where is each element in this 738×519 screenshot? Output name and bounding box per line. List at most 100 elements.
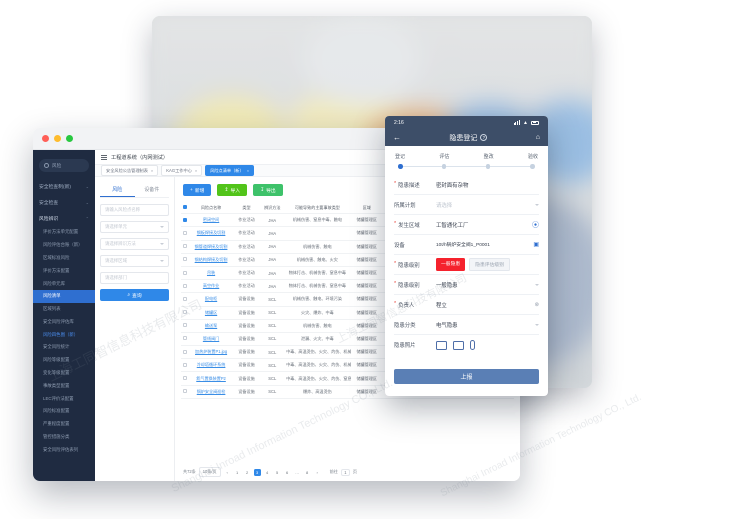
- page-size-select[interactable]: 10条/页: [198, 467, 221, 477]
- field-hazard-level-chips[interactable]: * 隐患级别 一般隐患 隐患评估级别: [394, 255, 539, 275]
- page-5[interactable]: 5: [276, 469, 279, 475]
- cell-name[interactable]: 锅炉安全阀巡检: [189, 385, 233, 399]
- close-icon[interactable]: [42, 135, 49, 142]
- cell-name[interactable]: 冷却塔循环系统: [189, 358, 233, 373]
- cell-name[interactable]: 输送泵: [189, 319, 233, 333]
- row-checkbox[interactable]: [183, 310, 188, 315]
- filter-tab-1[interactable]: 设备件: [144, 187, 160, 193]
- prev-page-button[interactable]: ‹: [226, 469, 228, 475]
- page-2[interactable]: 2: [246, 469, 249, 475]
- sidebar-item-2[interactable]: 区域标准风险: [43, 254, 70, 260]
- filter-input-0[interactable]: 请输入风险点名称: [100, 204, 169, 216]
- cell-name[interactable]: 高空作业: [189, 279, 233, 294]
- close-icon[interactable]: ×: [246, 168, 250, 173]
- sidebar-group-2[interactable]: 风险辨识 ⌃: [33, 210, 95, 226]
- sidebar-item-4[interactable]: 风险单元库: [43, 280, 65, 286]
- sidebar-search[interactable]: 风险: [39, 159, 89, 172]
- import-button[interactable]: ↥ 导入: [217, 184, 248, 196]
- row-checkbox[interactable]: [183, 389, 188, 394]
- field-photos[interactable]: 隐患照片: [394, 335, 539, 355]
- tab-2[interactable]: 风险点清单（新） ×: [205, 164, 255, 177]
- cell-name[interactable]: 加热炉装置P1.jpg: [189, 345, 233, 360]
- close-icon[interactable]: ×: [150, 168, 154, 173]
- sidebar-item-11[interactable]: 变化等级配置: [43, 369, 70, 375]
- field-plan[interactable]: 所属计划 请选择: [394, 195, 539, 215]
- sidebar-item-13[interactable]: LEC评价法配置: [43, 395, 74, 401]
- row-checkbox[interactable]: [183, 323, 188, 328]
- chip-primary[interactable]: 一般隐患: [436, 258, 466, 271]
- field-area[interactable]: * 发生区域 工智通化工厂 ⦿: [394, 215, 539, 235]
- cell-name[interactable]: 密闭空间: [189, 213, 233, 228]
- step-dot-0[interactable]: [398, 164, 403, 169]
- step-dot-2[interactable]: [485, 164, 491, 169]
- image-upload-icon[interactable]: [436, 340, 447, 350]
- sidebar-item-5[interactable]: 风险清单: [33, 289, 95, 303]
- export-button[interactable]: ↧ 导出: [253, 184, 283, 196]
- sidebar-item-15[interactable]: 严重程度配置: [43, 421, 70, 427]
- close-icon[interactable]: ×: [194, 168, 198, 173]
- step-dot-3[interactable]: [530, 164, 535, 169]
- filter-tab-0[interactable]: 风险: [100, 182, 135, 197]
- row-checkbox[interactable]: [183, 257, 188, 262]
- row-checkbox[interactable]: [183, 230, 188, 235]
- cell-name[interactable]: 储罐区: [189, 306, 233, 320]
- minimize-icon[interactable]: [54, 135, 61, 142]
- home-icon[interactable]: ⌂: [535, 134, 540, 141]
- cell-name[interactable]: 氮气置换装置P2: [189, 371, 233, 386]
- filter-search-button[interactable]: ⌕ 查询: [100, 289, 169, 301]
- sidebar-item-6[interactable]: 区域列表: [43, 306, 61, 312]
- chip-secondary[interactable]: 隐患评估级别: [469, 258, 510, 271]
- row-checkbox[interactable]: [183, 270, 188, 275]
- row-checkbox[interactable]: [183, 349, 188, 354]
- submit-button[interactable]: 上报: [394, 369, 539, 384]
- field-category[interactable]: 隐患分类 电气隐患: [394, 315, 539, 335]
- sidebar-item-8[interactable]: 风险四色图（新）: [43, 331, 79, 337]
- back-arrow-icon[interactable]: ←: [393, 133, 401, 142]
- next-page-button[interactable]: ›: [316, 469, 318, 475]
- audio-record-icon[interactable]: [470, 340, 475, 350]
- page-1[interactable]: 1: [236, 469, 239, 475]
- select-all-header[interactable]: [181, 202, 190, 215]
- row-checkbox[interactable]: [183, 376, 188, 381]
- sidebar-item-17[interactable]: 安全风险评估表列: [43, 446, 79, 452]
- sidebar-item-12[interactable]: 事故类型配置: [43, 382, 70, 388]
- page-6[interactable]: 6: [286, 469, 289, 475]
- row-checkbox[interactable]: [183, 362, 188, 367]
- menu-toggle-icon[interactable]: [101, 154, 107, 160]
- sidebar-item-3[interactable]: 评价方法配置: [43, 267, 70, 273]
- field-owner[interactable]: * 负责人 程立 ⊗: [394, 295, 539, 315]
- sidebar-item-16[interactable]: 管控措施分类: [43, 433, 70, 439]
- help-icon[interactable]: ?: [480, 134, 488, 141]
- cell-name[interactable]: 钢板焊接及切割: [189, 226, 233, 241]
- page-3[interactable]: 3: [253, 468, 261, 476]
- checkbox-icon[interactable]: [183, 205, 188, 210]
- step-dot-1[interactable]: [441, 164, 447, 169]
- filter-input-4[interactable]: 请选择部门: [100, 272, 169, 284]
- field-equipment[interactable]: 设备 10t/h锅炉安全阀1_P0001 ▣: [394, 235, 539, 255]
- tab-0[interactable]: 安全风险公告管理制表 ×: [101, 164, 159, 177]
- page-8[interactable]: 8: [306, 469, 309, 475]
- row-checkbox[interactable]: [183, 283, 188, 288]
- cell-name[interactable]: 配电柜: [189, 292, 233, 307]
- sidebar-item-1[interactable]: 风险评估台账（新）: [43, 242, 83, 248]
- row-checkbox[interactable]: [183, 336, 188, 341]
- page-4[interactable]: 4: [266, 469, 269, 475]
- sidebar-group-1[interactable]: 安全检查 ⌄: [33, 194, 95, 210]
- scan-qr-icon[interactable]: ▣: [533, 242, 539, 248]
- sidebar-item-14[interactable]: 风险标准配置: [43, 408, 70, 414]
- tab-1[interactable]: KAG工作中心 ×: [161, 164, 203, 177]
- field-hazard-level-select[interactable]: * 隐患级别 一般隐患: [394, 275, 539, 295]
- cell-name[interactable]: 钢结构焊接及切割: [189, 253, 233, 267]
- row-checkbox[interactable]: [183, 296, 188, 301]
- cell-name[interactable]: 吊装: [189, 266, 233, 281]
- goto-input[interactable]: 1: [340, 468, 350, 476]
- filter-select-1[interactable]: 请选择单元: [100, 221, 169, 233]
- row-checkbox[interactable]: [183, 217, 188, 222]
- add-button[interactable]: + 新增: [183, 184, 212, 196]
- sidebar-item-9[interactable]: 安全风险统计: [43, 344, 70, 350]
- maximize-icon[interactable]: [66, 135, 73, 142]
- sidebar-item-10[interactable]: 风险等级配置: [43, 357, 70, 363]
- field-hazard-desc[interactable]: * 隐患描述 密封面有杂物: [394, 175, 539, 195]
- video-upload-icon[interactable]: [453, 340, 464, 350]
- sidebar-group-0[interactable]: 安全检查制(新) ⌄: [33, 178, 95, 194]
